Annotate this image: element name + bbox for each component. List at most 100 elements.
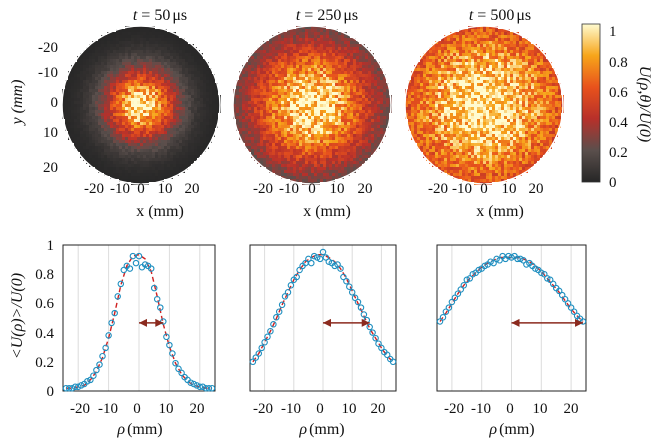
heatmap-cell: [110, 149, 113, 152]
heatmap-cell: [200, 113, 203, 116]
heatmap-cell: [104, 155, 107, 158]
heatmap-cell: [146, 89, 149, 92]
heatmap-cell: [164, 158, 167, 161]
heatmap-cell: [191, 89, 194, 92]
heatmap-cell: [110, 89, 113, 92]
heatmap-cell: [456, 62, 459, 65]
heatmap-cell: [245, 140, 248, 143]
heatmap-cell: [197, 68, 200, 71]
heatmap-cell: [335, 59, 338, 62]
heatmap-cell: [143, 179, 146, 182]
heatmap-cell: [170, 50, 173, 53]
heatmap-cell: [104, 53, 107, 56]
heatmap-cell: [104, 86, 107, 89]
heatmap-cell: [119, 59, 122, 62]
heatmap-cell: [311, 89, 314, 92]
heatmap-cell: [296, 173, 299, 176]
heatmap-cell: [290, 86, 293, 89]
heatmap-cell: [92, 47, 95, 50]
heatmap-cell: [206, 86, 209, 89]
heatmap-cell: [125, 92, 128, 95]
heatmap-cell: [242, 71, 245, 74]
heatmap-cell: [116, 44, 119, 47]
heatmap-cell: [320, 128, 323, 131]
heatmap-cell: [260, 122, 263, 125]
heatmap-cell: [80, 86, 83, 89]
heatmap-cell: [432, 95, 435, 98]
heatmap-cell: [435, 104, 438, 107]
heatmap-cell: [347, 62, 350, 65]
heatmap-cell: [101, 146, 104, 149]
heatmap-cell: [275, 137, 278, 140]
heatmap-cell: [308, 122, 311, 125]
heatmap-cell: [143, 86, 146, 89]
heatmap-cell: [101, 38, 104, 41]
heatmap-cell: [269, 167, 272, 170]
heatmap-cell: [131, 77, 134, 80]
heatmap-cell: [98, 74, 101, 77]
heatmap-cell: [122, 29, 125, 32]
heatmap-cell: [302, 92, 305, 95]
heatmap-cell: [371, 116, 374, 119]
heatmap-cell: [305, 71, 308, 74]
heatmap-cell: [275, 161, 278, 164]
heatmap-cell: [432, 98, 435, 101]
heatmap-cell: [182, 50, 185, 53]
heatmap-cell: [197, 122, 200, 125]
heatmap-cell: [356, 83, 359, 86]
heatmap-cell: [107, 128, 110, 131]
heatmap-cell: [116, 107, 119, 110]
heatmap-cell: [167, 149, 170, 152]
heatmap-cell: [122, 59, 125, 62]
heatmap-cell: [432, 134, 435, 137]
heatmap-cell: [86, 116, 89, 119]
heatmap-cell: [200, 74, 203, 77]
heatmap-cell: [377, 122, 380, 125]
heatmap-cell: [257, 59, 260, 62]
heatmap-cell: [344, 44, 347, 47]
heatmap-cell: [131, 86, 134, 89]
heatmap-cell: [197, 62, 200, 65]
heatmap-cell: [269, 146, 272, 149]
heatmap-cell: [281, 53, 284, 56]
heatmap-cell: [128, 32, 131, 35]
heatmap-cell: [362, 131, 365, 134]
heatmap-cell: [161, 56, 164, 59]
heatmap-cell: [450, 38, 453, 41]
heatmap-cell: [359, 101, 362, 104]
heatmap-cell: [284, 89, 287, 92]
heatmap-cell: [95, 116, 98, 119]
heatmap-cell: [311, 107, 314, 110]
aperture-edge: [232, 25, 392, 185]
heatmap-cell: [426, 68, 429, 71]
heatmap-cell: [365, 98, 368, 101]
heatmap-cell: [128, 86, 131, 89]
heatmap-cell: [128, 170, 131, 173]
heatmap-cell: [447, 122, 450, 125]
heatmap-cell: [368, 65, 371, 68]
heatmap-cell: [161, 137, 164, 140]
heatmap-cell: [371, 140, 374, 143]
heatmap-cell: [414, 122, 417, 125]
heatmap-cell: [101, 86, 104, 89]
heatmap-cell: [317, 47, 320, 50]
heatmap-cell: [278, 110, 281, 113]
heatmap-cell: [420, 119, 423, 122]
heatmap-cell: [323, 125, 326, 128]
heatmap-cell: [71, 89, 74, 92]
heatmap-cell: [335, 32, 338, 35]
heatmap-cell: [444, 140, 447, 143]
heatmap-cell: [164, 107, 167, 110]
heatmap-cell: [299, 107, 302, 110]
heatmap-cell: [98, 38, 101, 41]
heatmap-cell: [203, 95, 206, 98]
heatmap-cell: [149, 176, 152, 179]
heatmap-cell: [362, 47, 365, 50]
heatmap-cell: [426, 95, 429, 98]
heatmap-cell: [335, 107, 338, 110]
heatmap-cell: [423, 77, 426, 80]
heatmap-cell: [426, 128, 429, 131]
heatmap-cell: [426, 146, 429, 149]
heatmap-cell: [341, 128, 344, 131]
heatmap-cell: [248, 80, 251, 83]
